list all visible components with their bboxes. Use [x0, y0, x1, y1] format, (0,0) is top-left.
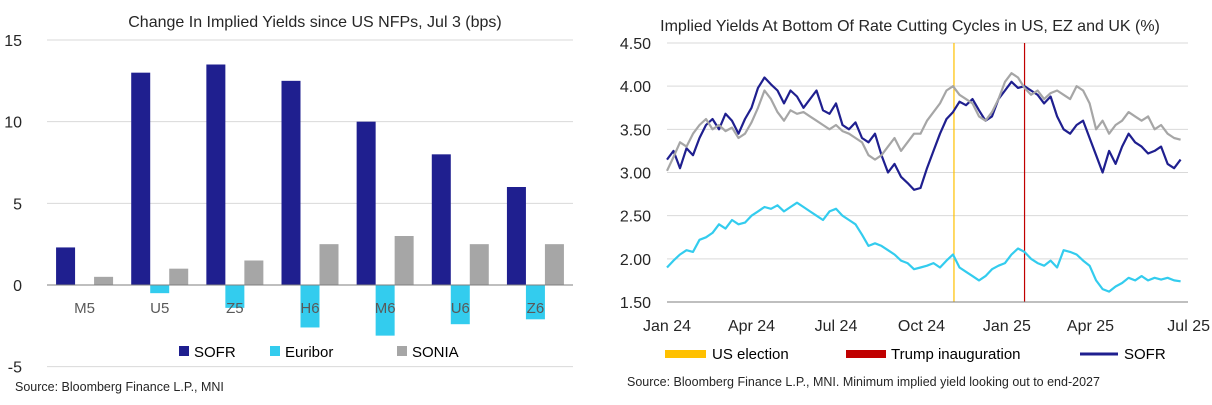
bar-sonia-m6	[394, 236, 414, 285]
right-x-tick-labels: Jan 24 Apr 24 Jul 24 Oct 24 Jan 25 Apr 25 Jul …	[643, 318, 1210, 335]
series-line-sofr	[666, 76, 1182, 191]
right-y-tick-label: 3.50	[620, 122, 651, 139]
bar-sofr-m5	[56, 247, 76, 285]
legend-label-sonia: SONIA	[412, 344, 459, 361]
left-y-tick-label: 10	[4, 115, 22, 132]
right-y-tick-label: 4.00	[620, 79, 651, 96]
bar-sofr-u5	[131, 72, 151, 286]
left-y-tick-label: -5	[8, 360, 22, 377]
right-chart: Implied Yields At Bottom Of Rate Cutting…	[620, 18, 1210, 389]
right-x-tick-label: Apr 25	[1067, 318, 1114, 335]
legend-swatch-sofr	[179, 346, 189, 356]
bar-sonia-m5	[94, 276, 114, 285]
right-x-tick-label: Jul 24	[815, 318, 858, 335]
legend-swatch-sonia	[397, 346, 407, 356]
left-x-tick-label: Z6	[527, 300, 545, 317]
bar-sofr-m6	[356, 121, 376, 286]
bar-euribor-z6	[525, 285, 545, 320]
right-x-tick-label: Jan 25	[983, 318, 1031, 335]
right-y-tick-label: 2.00	[620, 252, 651, 269]
right-x-tick-label: Apr 24	[728, 318, 775, 335]
left-x-tick-labels: M5 U5 Z5 H6 M6 U6 Z6	[74, 300, 544, 317]
left-source-note: Source: Bloomberg Finance L.P., MNI	[15, 380, 224, 394]
bar-sonia-h6	[319, 244, 339, 285]
bar-sofr-h6	[281, 80, 301, 285]
series-line-euribor	[666, 201, 1181, 293]
left-x-tick-label: U5	[150, 300, 169, 317]
left-x-tick-label: M5	[74, 300, 95, 317]
bar-sofr-u6	[431, 154, 451, 285]
left-x-tick-label: U6	[451, 300, 470, 317]
left-y-tick-labels: 15 10 5 0 -5	[4, 33, 22, 377]
legend-label-euribor: Euribor	[285, 344, 333, 361]
right-source-note: Source: Bloomberg Finance L.P., MNI. Min…	[627, 375, 1100, 389]
right-y-tick-label: 2.50	[620, 209, 651, 226]
legend-label-trump-inauguration: Trump inauguration	[891, 346, 1021, 363]
right-legend: US election Trump inauguration SOFR	[665, 346, 1166, 363]
right-x-tick-label: Oct 24	[898, 318, 945, 335]
right-series-lines	[666, 72, 1182, 293]
left-y-tick-label: 0	[13, 278, 22, 295]
right-x-tick-label: Jan 24	[643, 318, 691, 335]
right-chart-title: Implied Yields At Bottom Of Rate Cutting…	[660, 18, 1160, 35]
left-chart: Change In Implied Yields since US NFPs, …	[4, 14, 573, 394]
legend-label-sofr-line: SOFR	[1124, 346, 1166, 363]
bar-euribor-u6	[450, 285, 470, 325]
bar-euribor-m6	[375, 285, 395, 336]
left-x-tick-label: Z5	[226, 300, 244, 317]
legend-swatch-euribor	[270, 346, 280, 356]
bar-sonia-z5	[244, 260, 264, 285]
bar-euribor-h6	[300, 285, 320, 328]
left-y-tick-label: 15	[4, 33, 22, 50]
bar-sofr-z6	[506, 187, 526, 285]
bar-euribor-u5	[150, 285, 170, 294]
legend-label-sofr: SOFR	[194, 344, 236, 361]
bar-sonia-z6	[544, 244, 564, 285]
bar-sonia-u6	[469, 244, 489, 285]
bar-sonia-u5	[169, 268, 189, 285]
right-x-tick-label: Jul 25	[1167, 318, 1210, 335]
left-bars	[56, 64, 564, 336]
right-y-tick-label: 3.00	[620, 166, 651, 183]
bar-euribor-z5	[225, 285, 245, 308]
legend-label-us-election: US election	[712, 346, 789, 363]
left-x-tick-label: M6	[375, 300, 396, 317]
bar-sofr-z5	[206, 64, 226, 285]
right-y-tick-labels: 4.50 4.00 3.50 3.00 2.50 2.00 1.50	[620, 36, 651, 312]
left-y-tick-label: 5	[13, 196, 22, 213]
left-legend: SOFR Euribor SONIA	[179, 344, 459, 361]
right-gridlines	[667, 42, 1188, 260]
left-x-tick-label: H6	[300, 300, 319, 317]
left-chart-title: Change In Implied Yields since US NFPs, …	[128, 14, 502, 31]
right-y-tick-label: 1.50	[620, 295, 651, 312]
right-y-tick-label: 4.50	[620, 36, 651, 53]
series-line-sonia	[666, 72, 1181, 172]
